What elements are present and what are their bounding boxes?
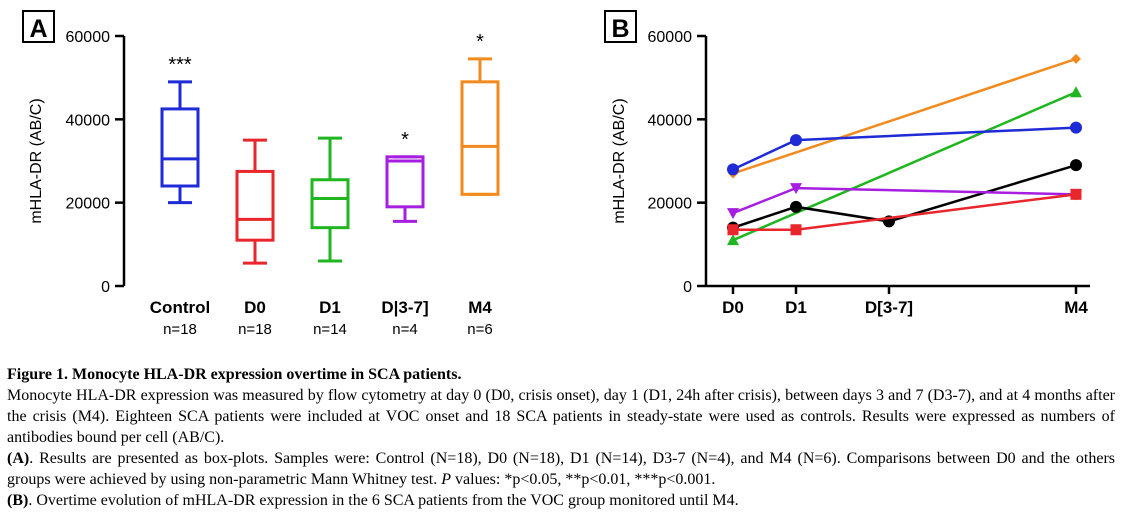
box-4: *: [460, 31, 500, 196]
panel-b-series: [727, 53, 1082, 246]
panel-a-axes: 0 20000 40000 60000: [66, 29, 126, 296]
series-point: [790, 224, 802, 236]
box-significance: ***: [168, 54, 192, 76]
series-point: [727, 234, 739, 246]
caption-a-text-1: . Results are presented as box-plots. Sa…: [7, 450, 1115, 488]
n-label: n=14: [313, 321, 347, 338]
series-point: [790, 183, 802, 195]
panel-a-label: A: [29, 15, 47, 43]
panel-a-y-tick-label: 60000: [66, 29, 111, 46]
box-body: [460, 80, 500, 196]
panel-a-label-box: [22, 10, 55, 43]
series-point: [727, 208, 739, 220]
panel-b-y-tick-label: 40000: [648, 112, 693, 129]
box-body: [160, 107, 200, 188]
box-1: [235, 138, 275, 265]
x-label: D1: [785, 298, 807, 317]
series-orange: [728, 53, 1081, 179]
x-label: M4: [1064, 298, 1088, 317]
series-point: [1070, 86, 1082, 98]
series-point: [727, 224, 739, 236]
caption-a-label: (A): [7, 450, 30, 467]
box-body: [385, 155, 425, 209]
caption-a-p: P: [441, 471, 452, 488]
panel-a-y-tick-label: 0: [101, 279, 110, 296]
n-label: n=18: [163, 321, 197, 338]
category-label: D1: [319, 298, 341, 317]
panel-b-x-labels: D0 D1 D[3-7] M4: [722, 298, 1088, 317]
caption-a-text-2: values: *p<0.05, **p<0.01, ***p<0.001.: [451, 471, 716, 488]
box-body: [310, 178, 350, 230]
n-label: n=6: [467, 321, 492, 338]
series-point: [1070, 159, 1082, 172]
panel-b-y-tick-label: 60000: [648, 29, 693, 46]
panel-a-y-axis-title: mHLA-DR (AB/C): [28, 98, 45, 223]
category-label: Control: [150, 298, 210, 317]
series-point: [790, 200, 802, 213]
caption-title: Figure 1. Monocyte HLA-DR expression ove…: [7, 366, 462, 383]
series-blue: [727, 121, 1082, 176]
panel-b-label-box: [604, 10, 637, 43]
caption-b-label: (B): [7, 492, 29, 509]
category-label: D|3-7]: [381, 298, 428, 317]
panel-a-category-labels: Control n=18 D0 n=18 D1 n=14 D|3-7] n=4 M4 n=6: [150, 298, 493, 338]
box-2: [310, 136, 350, 263]
n-label: n=4: [392, 321, 417, 338]
caption-panel-a: (A). Results are presented as box-plots.…: [7, 448, 1115, 490]
box-body: [235, 169, 275, 242]
caption-panel-b: (B). Overtime evolution of mHLA-DR expre…: [7, 490, 1115, 511]
series-point: [1071, 53, 1081, 64]
figure-caption: Figure 1. Monocyte HLA-DR expression ove…: [7, 364, 1115, 511]
series-point: [727, 163, 739, 176]
caption-b-text: . Overtime evolution of mHLA-DR expressi…: [28, 492, 739, 509]
series-point: [1070, 188, 1082, 200]
panel-b-y-axis-title: mHLA-DR (AB/C): [611, 98, 628, 223]
panel-a-boxes: *****: [160, 31, 500, 265]
x-label: D0: [722, 298, 744, 317]
series-black: [727, 159, 1082, 234]
panel-b-y-tick-label: 0: [683, 279, 692, 296]
box-significance: *: [401, 129, 409, 151]
series-red: [727, 188, 1082, 236]
panel-a-y-tick-label: 40000: [66, 112, 111, 129]
category-label: D0: [244, 298, 266, 317]
caption-body: Monocyte HLA-DR expression was measured …: [7, 387, 1115, 446]
x-label: D[3-7]: [865, 298, 913, 317]
panel-b-label: B: [611, 15, 629, 43]
box-0: ***: [160, 54, 200, 205]
panel-b-y-tick-label: 20000: [648, 196, 693, 213]
series-line: [732, 126, 1077, 171]
panel-a-y-tick-label: 20000: [66, 196, 111, 213]
panel-b-axes: 0 20000 40000 60000: [648, 29, 1090, 296]
series-line: [732, 57, 1077, 175]
box-significance: *: [476, 31, 484, 53]
category-label: M4: [468, 298, 492, 317]
series-point: [790, 134, 802, 147]
n-label: n=18: [238, 321, 272, 338]
series-line: [733, 193, 1077, 231]
series-point: [1070, 121, 1082, 134]
panel-b: B mHLA-DR (AB/C) 0 20000 40000 60000 D0 D1 D[…: [604, 10, 1090, 317]
box-3: *: [385, 129, 425, 223]
series-line: [732, 91, 1077, 242]
series-green: [727, 86, 1082, 246]
